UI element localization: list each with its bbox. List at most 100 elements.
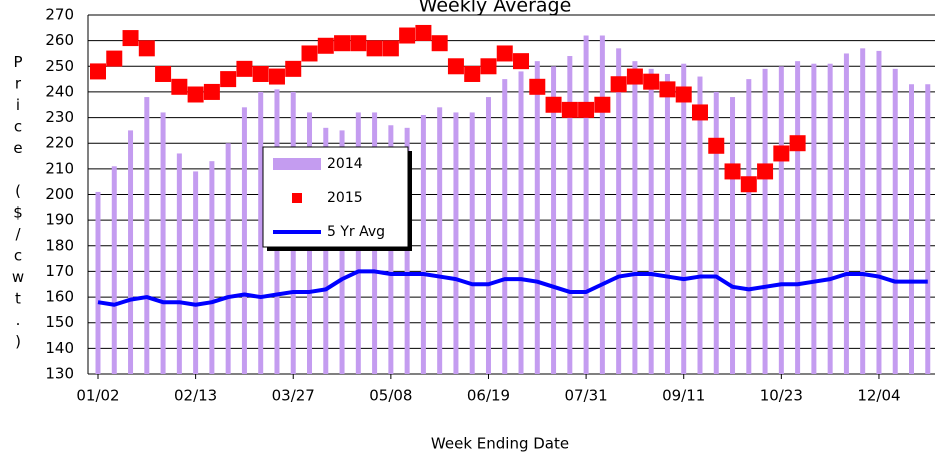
line (97, 269, 928, 307)
bar (128, 130, 134, 374)
marker (187, 86, 204, 103)
y-tick-label: 220 (45, 134, 74, 152)
x-tick-label: 01/02 (76, 387, 119, 405)
marker (773, 145, 790, 162)
marker (659, 81, 676, 98)
x-tick-label: 06/19 (467, 387, 510, 405)
marker (415, 24, 432, 41)
x-tick-label: 07/31 (564, 387, 607, 405)
bar (664, 73, 670, 374)
bar (892, 68, 898, 374)
bar (176, 153, 182, 374)
bar (746, 79, 752, 374)
bar (339, 130, 345, 374)
bar (648, 68, 654, 374)
marker (350, 35, 367, 52)
bar (583, 35, 589, 375)
bar (551, 66, 557, 375)
marker (138, 40, 155, 57)
marker (268, 68, 285, 85)
marker (513, 53, 530, 70)
y-tick-label: 130 (45, 365, 74, 383)
y-tick-label: 240 (45, 82, 74, 100)
bar (485, 97, 491, 375)
x-tick-label: 10/23 (760, 387, 803, 405)
bar (730, 97, 736, 375)
marker (220, 71, 237, 88)
y-tick-label: 170 (45, 262, 74, 280)
marker (496, 45, 513, 62)
y-tick-label: 160 (45, 288, 74, 306)
x-tick-label: 03/27 (272, 387, 315, 405)
x-tick-label: 09/11 (662, 387, 705, 405)
marker (431, 35, 448, 52)
bar (567, 56, 573, 375)
bar (860, 48, 866, 374)
legend-label: 2015 (327, 190, 363, 206)
bar (144, 97, 150, 375)
bar (778, 66, 784, 375)
bar (502, 79, 508, 374)
marker (675, 86, 692, 103)
y-tick-label: 210 (45, 159, 74, 177)
marker (155, 65, 172, 82)
bar (681, 63, 687, 374)
marker (691, 104, 708, 121)
bar (616, 48, 622, 374)
bar (713, 91, 719, 374)
marker (447, 58, 464, 75)
marker (285, 60, 302, 77)
y-tick-label: 200 (45, 185, 74, 203)
bar (697, 76, 703, 375)
marker (626, 68, 643, 85)
bar (258, 91, 264, 374)
bar (599, 35, 605, 375)
x-axis-title: Week Ending Date (431, 435, 569, 453)
chart-title: Weekly Average (419, 0, 572, 17)
x-tick-label: 05/08 (369, 387, 412, 405)
marker (610, 76, 627, 93)
marker (529, 78, 546, 95)
marker (594, 96, 611, 113)
marker (480, 58, 497, 75)
marker (171, 78, 188, 95)
marker (90, 63, 106, 80)
legend-swatch (292, 193, 302, 203)
legend-label: 2014 (327, 156, 363, 172)
marker (578, 101, 595, 118)
bar (518, 71, 524, 375)
marker (724, 163, 741, 180)
bar (762, 68, 768, 374)
bar (95, 191, 101, 374)
y-tick-label: 190 (45, 211, 74, 229)
y-tick-label: 270 (45, 6, 74, 24)
marker (382, 40, 399, 57)
x-tick-label: 02/13 (174, 387, 217, 405)
marker (301, 45, 318, 62)
bar (632, 61, 638, 375)
marker (106, 50, 123, 67)
marker (236, 60, 253, 77)
marker (789, 135, 806, 152)
marker (252, 65, 269, 82)
y-tick-label: 250 (45, 57, 74, 75)
bar (795, 61, 801, 375)
x-tick-label: 12/04 (857, 387, 900, 405)
bar (876, 50, 882, 375)
bar (193, 171, 199, 374)
y-tick-label: 260 (45, 31, 74, 49)
bar (209, 161, 215, 374)
marker (757, 163, 774, 180)
y-tick-label: 150 (45, 313, 74, 331)
bar (111, 166, 117, 374)
y-tick-label: 180 (45, 236, 74, 254)
legend-swatch (273, 158, 321, 170)
bar (241, 107, 247, 375)
marker (122, 30, 139, 47)
marker (203, 83, 220, 100)
marker (366, 40, 383, 57)
bar (420, 115, 426, 374)
bar (437, 107, 443, 375)
